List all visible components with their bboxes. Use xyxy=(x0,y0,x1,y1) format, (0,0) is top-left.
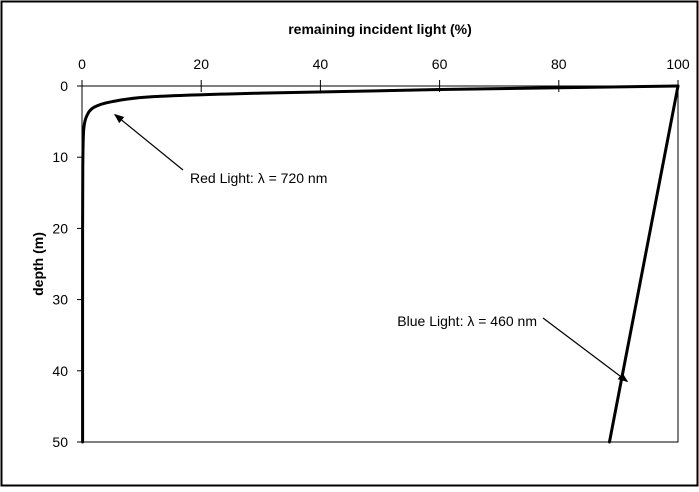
annotation-arrow-red xyxy=(114,113,184,171)
x-tick-label-0: 0 xyxy=(78,56,86,72)
y-tick-label-0: 0 xyxy=(60,78,68,94)
annotation-label-blue: Blue Light: λ = 460 nm xyxy=(397,313,537,329)
y-tick-label-3: 30 xyxy=(52,292,68,308)
x-axis: 0 20 40 60 80 100 xyxy=(78,56,690,92)
y-axis-title: depth (m) xyxy=(30,232,46,296)
y-axis: 0 10 20 30 40 50 xyxy=(52,78,82,450)
x-tick-label-5: 100 xyxy=(666,56,690,72)
annotation-layer: Red Light: λ = 720 nm Blue Light: λ = 460… xyxy=(114,113,629,383)
series-line-red xyxy=(81,84,680,444)
annotation-label-red: Red Light: λ = 720 nm xyxy=(190,170,327,186)
y-tick-label-5: 50 xyxy=(52,434,68,450)
plot-area xyxy=(81,85,679,443)
series-layer xyxy=(81,84,680,444)
x-tick-label-2: 40 xyxy=(313,56,329,72)
y-tick-label-2: 20 xyxy=(52,220,68,236)
x-tick-label-3: 60 xyxy=(432,56,448,72)
y-tick-label-4: 40 xyxy=(52,363,68,379)
x-axis-title: remaining incident light (%) xyxy=(288,21,472,37)
series-line-blue xyxy=(607,84,680,444)
x-tick-label-4: 80 xyxy=(551,56,567,72)
annotation-arrow-blue xyxy=(542,317,629,383)
y-tick-label-1: 10 xyxy=(52,149,68,165)
x-tick-label-1: 20 xyxy=(193,56,209,72)
